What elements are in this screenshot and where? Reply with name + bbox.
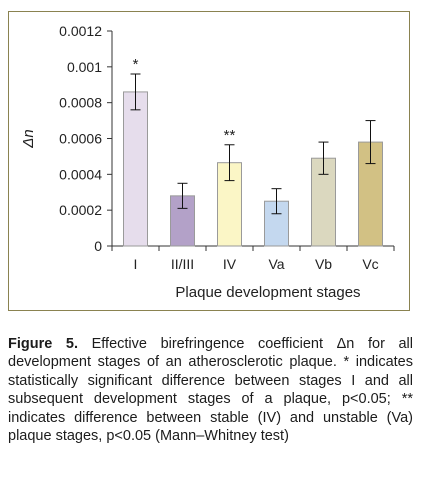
significance-mark: * xyxy=(133,56,139,73)
x-tick-label: Vc xyxy=(362,256,378,272)
y-tick-label: 0.001 xyxy=(67,59,102,75)
bar xyxy=(170,195,195,247)
x-axis-title: Plaque development stages xyxy=(175,284,360,301)
figure-frame: 0 0.0002 0.0004 0.0006 0.0008 0.001 0.0012 Δn * I… xyxy=(8,11,410,311)
x-tick-label: II/III xyxy=(171,256,194,272)
figure-caption: Figure 5. Effective birefringence coeffi… xyxy=(8,335,413,446)
bar xyxy=(217,162,242,247)
y-tick-label: 0 xyxy=(94,238,102,254)
caption-label: Figure 5. xyxy=(8,335,79,352)
x-tick-label: IV xyxy=(223,256,237,272)
y-tick-label: 0.0004 xyxy=(59,166,102,182)
caption-text: Effective birefringence coefficient Δn f… xyxy=(8,335,414,445)
y-axis-title: Δn xyxy=(20,129,37,148)
x-tick-label: I xyxy=(134,256,138,272)
y-tick-label: 0.0006 xyxy=(59,131,102,147)
bar-chart: 0 0.0002 0.0004 0.0006 0.0008 0.001 0.0012 Δn * I… xyxy=(20,23,395,301)
y-tick-label: 0.0012 xyxy=(59,23,102,39)
bar xyxy=(123,91,148,247)
significance-mark: ** xyxy=(224,127,236,144)
y-tick-label: 0.0008 xyxy=(59,95,102,111)
y-tick-label: 0.0002 xyxy=(59,202,102,218)
x-tick-label: Va xyxy=(268,256,284,272)
x-tick-label: Vb xyxy=(315,256,332,272)
